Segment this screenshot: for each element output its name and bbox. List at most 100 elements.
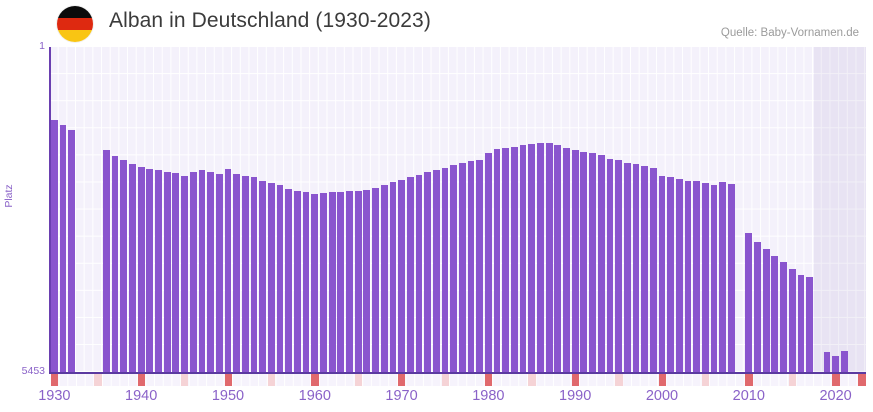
bar-1942[interactable] (155, 170, 162, 372)
bar-2021[interactable] (840, 351, 848, 372)
bar-1943[interactable] (163, 171, 171, 372)
bar-1982[interactable] (502, 147, 510, 372)
bar-1957[interactable] (285, 189, 293, 372)
bar-1974[interactable] (432, 170, 440, 372)
bar-1937[interactable] (111, 155, 119, 372)
bar-1978[interactable] (467, 161, 475, 372)
bar-1986[interactable] (537, 142, 544, 372)
bar-1969[interactable] (389, 181, 397, 372)
bar-1971[interactable] (406, 176, 414, 372)
chart-header: Alban in Deutschland (1930-2023) Quelle:… (0, 0, 873, 47)
bar-1939[interactable] (129, 164, 136, 372)
bar-1961[interactable] (320, 192, 327, 372)
x-tick-minor-35 (354, 374, 363, 386)
bar-1988[interactable] (554, 144, 562, 372)
bar-2010[interactable] (745, 233, 753, 372)
plot-area (50, 47, 866, 372)
bar-1980[interactable] (484, 152, 492, 372)
bar-1981[interactable] (493, 149, 501, 372)
x-axis-label-1990: 1990 (559, 388, 592, 404)
bar-1994[interactable] (606, 159, 614, 372)
bar-2012[interactable] (762, 248, 770, 372)
bar-1938[interactable] (120, 160, 128, 372)
x-axis-label-1980: 1980 (472, 388, 505, 404)
bar-1950[interactable] (224, 169, 232, 372)
bar-1979[interactable] (476, 160, 484, 372)
bar-1972[interactable] (415, 174, 423, 372)
bar-1962[interactable] (328, 191, 336, 372)
bar-1967[interactable] (372, 188, 379, 372)
bar-1987[interactable] (545, 142, 553, 372)
bar-1952[interactable] (241, 176, 249, 372)
bar-2000[interactable] (658, 175, 666, 372)
x-axis-label-2000: 2000 (645, 388, 679, 404)
bar-2014[interactable] (780, 262, 787, 372)
bar-1983[interactable] (511, 147, 518, 372)
bar-1991[interactable] (580, 151, 588, 372)
x-axis-label-1940: 1940 (125, 388, 158, 404)
bar-1999[interactable] (649, 168, 657, 372)
bar-1973[interactable] (424, 172, 431, 372)
bar-2007[interactable] (719, 181, 727, 372)
bar-1936[interactable] (103, 150, 110, 372)
bar-1998[interactable] (641, 165, 649, 372)
bar-1970[interactable] (398, 179, 405, 372)
bar-1990[interactable] (571, 150, 579, 372)
bar-1940[interactable] (137, 166, 145, 372)
bar-1956[interactable] (276, 185, 284, 372)
bar-1976[interactable] (450, 165, 458, 372)
bar-2001[interactable] (667, 177, 675, 372)
bar-1932[interactable] (68, 129, 76, 372)
bar-1975[interactable] (441, 168, 449, 372)
bar-1946[interactable] (189, 171, 197, 372)
bar-1965[interactable] (354, 190, 362, 372)
bar-1964[interactable] (346, 191, 353, 372)
bar-1953[interactable] (250, 177, 258, 372)
bar-1955[interactable] (267, 182, 275, 372)
bar-2002[interactable] (675, 178, 683, 372)
bar-1931[interactable] (59, 125, 67, 372)
bar-1977[interactable] (458, 163, 466, 372)
bar-1996[interactable] (623, 162, 631, 372)
x-axis-label-2020: 2020 (819, 388, 852, 404)
x-tick-minor-5 (94, 374, 102, 386)
x-tick-end (858, 374, 866, 386)
bar-1959[interactable] (302, 191, 310, 372)
bar-1930[interactable] (50, 120, 58, 372)
bar-1948[interactable] (207, 172, 214, 372)
bar-2011[interactable] (754, 242, 761, 372)
x-tick-major-1950 (224, 374, 232, 386)
bar-1989[interactable] (563, 148, 570, 372)
bar-2006[interactable] (710, 184, 718, 372)
bar-1966[interactable] (363, 190, 371, 372)
bar-1963[interactable] (337, 191, 345, 372)
bar-1944[interactable] (172, 173, 180, 372)
bar-2019[interactable] (823, 352, 831, 372)
bar-2005[interactable] (702, 182, 709, 372)
bar-1960[interactable] (311, 193, 319, 372)
bar-2016[interactable] (797, 274, 805, 372)
bar-2020[interactable] (832, 355, 839, 372)
bar-1941[interactable] (146, 169, 154, 372)
bar-1951[interactable] (233, 174, 241, 372)
bar-1997[interactable] (632, 164, 640, 372)
bar-2015[interactable] (788, 268, 796, 372)
bar-1949[interactable] (215, 174, 223, 372)
bar-1958[interactable] (294, 190, 301, 372)
bar-2008[interactable] (728, 183, 735, 372)
x-tick-major-1940 (137, 374, 146, 386)
bar-2013[interactable] (771, 256, 779, 372)
bar-2003[interactable] (684, 180, 692, 372)
bar-1984[interactable] (519, 145, 527, 372)
bar-2004[interactable] (693, 181, 701, 372)
bar-1985[interactable] (528, 143, 536, 372)
bar-2017[interactable] (806, 277, 813, 372)
bar-1947[interactable] (198, 169, 206, 372)
bar-1945[interactable] (181, 175, 188, 372)
bar-1968[interactable] (380, 185, 388, 372)
bar-1992[interactable] (589, 153, 596, 372)
bar-1995[interactable] (615, 160, 622, 372)
bar-1993[interactable] (597, 155, 605, 372)
bar-1954[interactable] (259, 180, 267, 372)
